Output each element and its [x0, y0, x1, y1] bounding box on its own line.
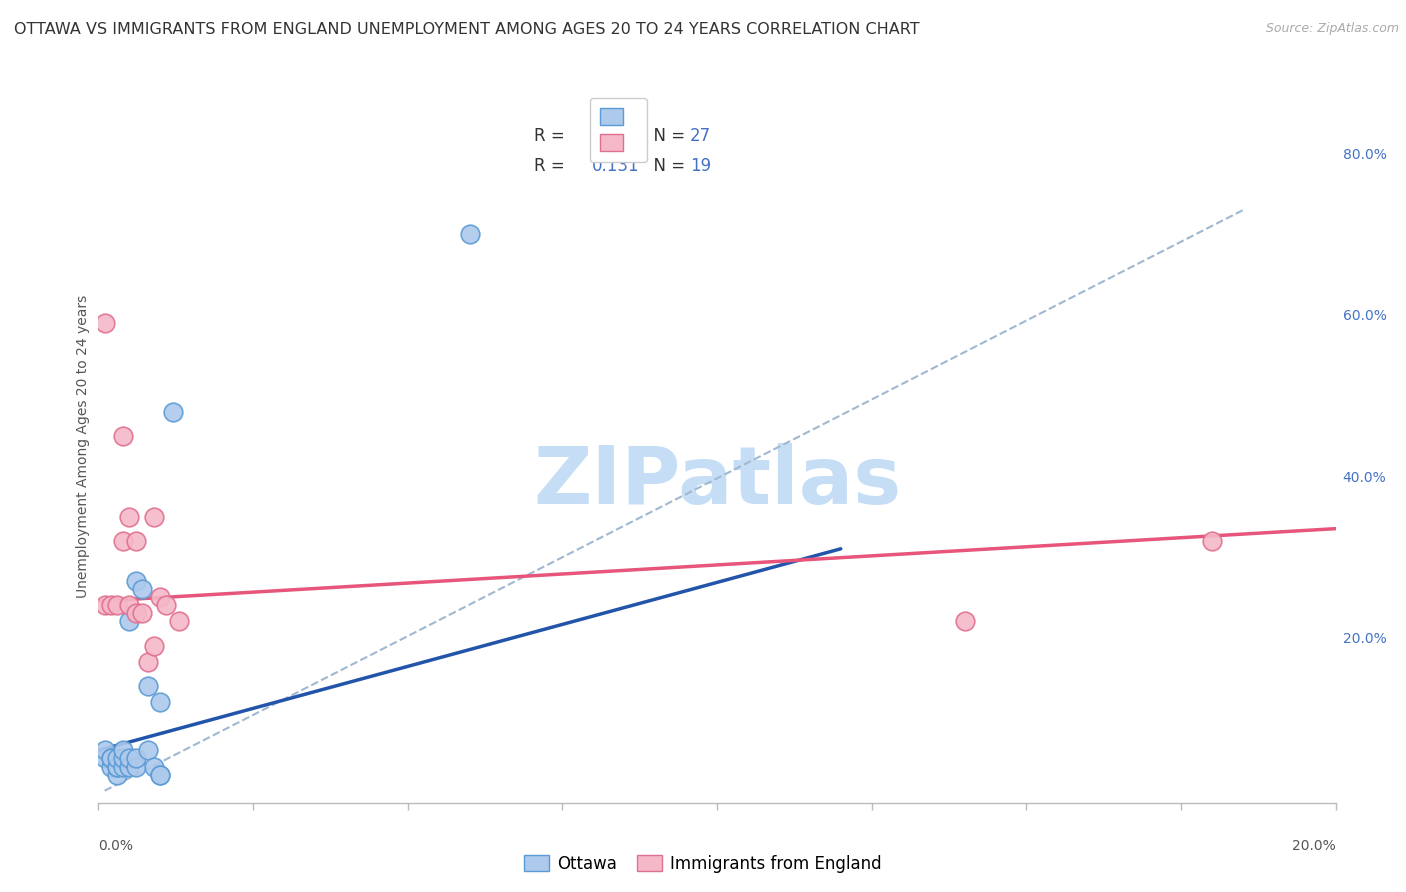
Point: [118, 615, 141, 629]
Point: [131, 607, 153, 621]
Point: [93, 316, 115, 330]
Point: [143, 639, 166, 653]
Text: 0.131: 0.131: [592, 157, 640, 175]
Point: [131, 582, 153, 596]
Point: [100, 751, 122, 765]
Point: [118, 759, 141, 773]
Point: [112, 759, 135, 773]
Point: [105, 759, 128, 773]
Y-axis label: Unemployment Among Ages 20 to 24 years: Unemployment Among Ages 20 to 24 years: [76, 294, 90, 598]
Text: Source: ZipAtlas.com: Source: ZipAtlas.com: [1265, 22, 1399, 36]
Point: [167, 615, 190, 629]
Text: 0.274: 0.274: [592, 127, 640, 145]
Point: [124, 751, 146, 765]
Point: [136, 655, 159, 669]
Point: [124, 759, 146, 773]
Point: [124, 607, 146, 621]
Point: [118, 751, 141, 765]
Legend:  ,  : ,: [589, 97, 647, 162]
Text: 20.0%: 20.0%: [1292, 839, 1336, 853]
Point: [93, 599, 115, 613]
Point: [953, 615, 976, 629]
Point: [112, 429, 135, 443]
Text: N =: N =: [643, 157, 690, 175]
Point: [155, 599, 177, 613]
Text: 19: 19: [690, 157, 711, 175]
Point: [105, 599, 128, 613]
Point: [136, 743, 159, 757]
Point: [105, 759, 128, 773]
Text: 27: 27: [690, 127, 711, 145]
Text: OTTAWA VS IMMIGRANTS FROM ENGLAND UNEMPLOYMENT AMONG AGES 20 TO 24 YEARS CORRELA: OTTAWA VS IMMIGRANTS FROM ENGLAND UNEMPL…: [14, 22, 920, 37]
Point: [100, 751, 122, 765]
Text: ZIPatlas: ZIPatlas: [533, 442, 901, 521]
Text: 0.0%: 0.0%: [98, 839, 134, 853]
Point: [112, 751, 135, 765]
Point: [100, 599, 122, 613]
Point: [136, 679, 159, 693]
Point: [118, 509, 141, 524]
Point: [458, 227, 481, 242]
Point: [105, 767, 128, 781]
Legend: Ottawa, Immigrants from England: Ottawa, Immigrants from England: [517, 848, 889, 880]
Point: [162, 405, 184, 419]
Point: [93, 751, 115, 765]
Text: R =: R =: [534, 157, 575, 175]
Point: [93, 743, 115, 757]
Point: [105, 751, 128, 765]
Point: [1201, 533, 1223, 548]
Point: [112, 533, 135, 548]
Point: [124, 574, 146, 588]
Point: [100, 759, 122, 773]
Point: [118, 599, 141, 613]
Point: [149, 767, 172, 781]
Point: [124, 533, 146, 548]
Text: R =: R =: [534, 127, 569, 145]
Point: [143, 509, 166, 524]
Text: N =: N =: [643, 127, 690, 145]
Point: [149, 695, 172, 709]
Point: [112, 743, 135, 757]
Point: [149, 767, 172, 781]
Point: [149, 590, 172, 604]
Point: [143, 759, 166, 773]
